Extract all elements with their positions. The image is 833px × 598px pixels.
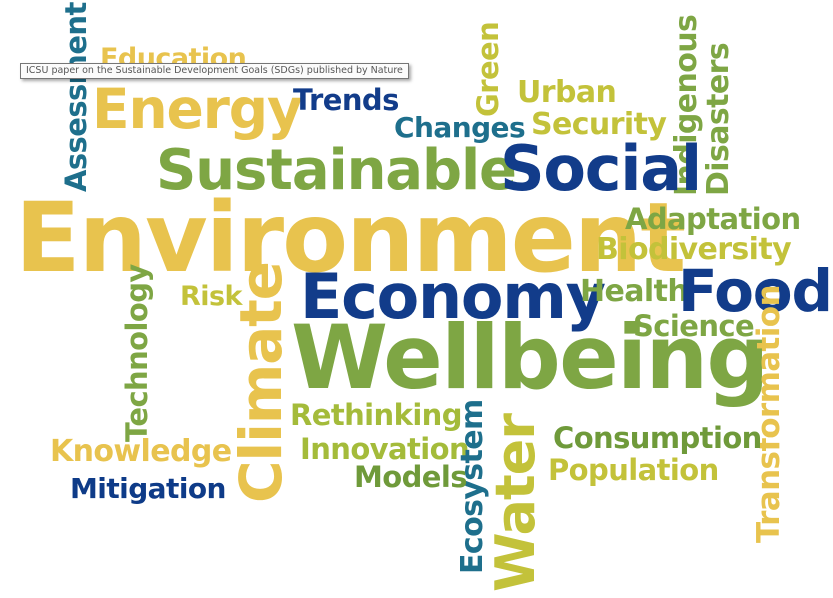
- word-security: Security: [531, 107, 667, 142]
- word-climate: Climate: [227, 262, 295, 503]
- word-health: Health: [580, 274, 689, 309]
- word-changes: Changes: [394, 111, 526, 144]
- tooltip: ICSU paper on the Sustainable Developmen…: [20, 63, 409, 79]
- word-technology: Technology: [120, 264, 154, 442]
- word-biodiversity: Biodiversity: [596, 232, 792, 267]
- word-risk: Risk: [180, 281, 242, 312]
- word-trends: Trends: [293, 83, 399, 117]
- word-science: Science: [633, 309, 755, 343]
- word-knowledge: Knowledge: [50, 434, 232, 469]
- word-mitigation: Mitigation: [70, 472, 226, 505]
- word-adaptation: Adaptation: [625, 202, 801, 236]
- word-transformation: Transformation: [751, 285, 787, 543]
- word-assessment: Assessment: [59, 2, 93, 192]
- word-energy: Energy: [92, 77, 303, 141]
- word-wellbeing: Wellbeing: [291, 306, 769, 409]
- word-innovation: Innovation: [300, 432, 470, 466]
- word-population: Population: [548, 453, 719, 487]
- word-environment: Environment: [15, 182, 686, 294]
- word-disasters: Disasters: [701, 42, 736, 196]
- word-economy: Economy: [300, 260, 606, 333]
- word-social: Social: [500, 132, 702, 205]
- word-consumption: Consumption: [553, 421, 762, 455]
- word-green: Green: [471, 21, 505, 117]
- word-sustainable: Sustainable: [156, 138, 517, 203]
- word-water: Water: [484, 414, 547, 592]
- word-models: Models: [354, 460, 468, 494]
- word-food: Food: [678, 257, 833, 325]
- word-urban: Urban: [517, 75, 617, 110]
- word-rethinking: Rethinking: [290, 398, 463, 432]
